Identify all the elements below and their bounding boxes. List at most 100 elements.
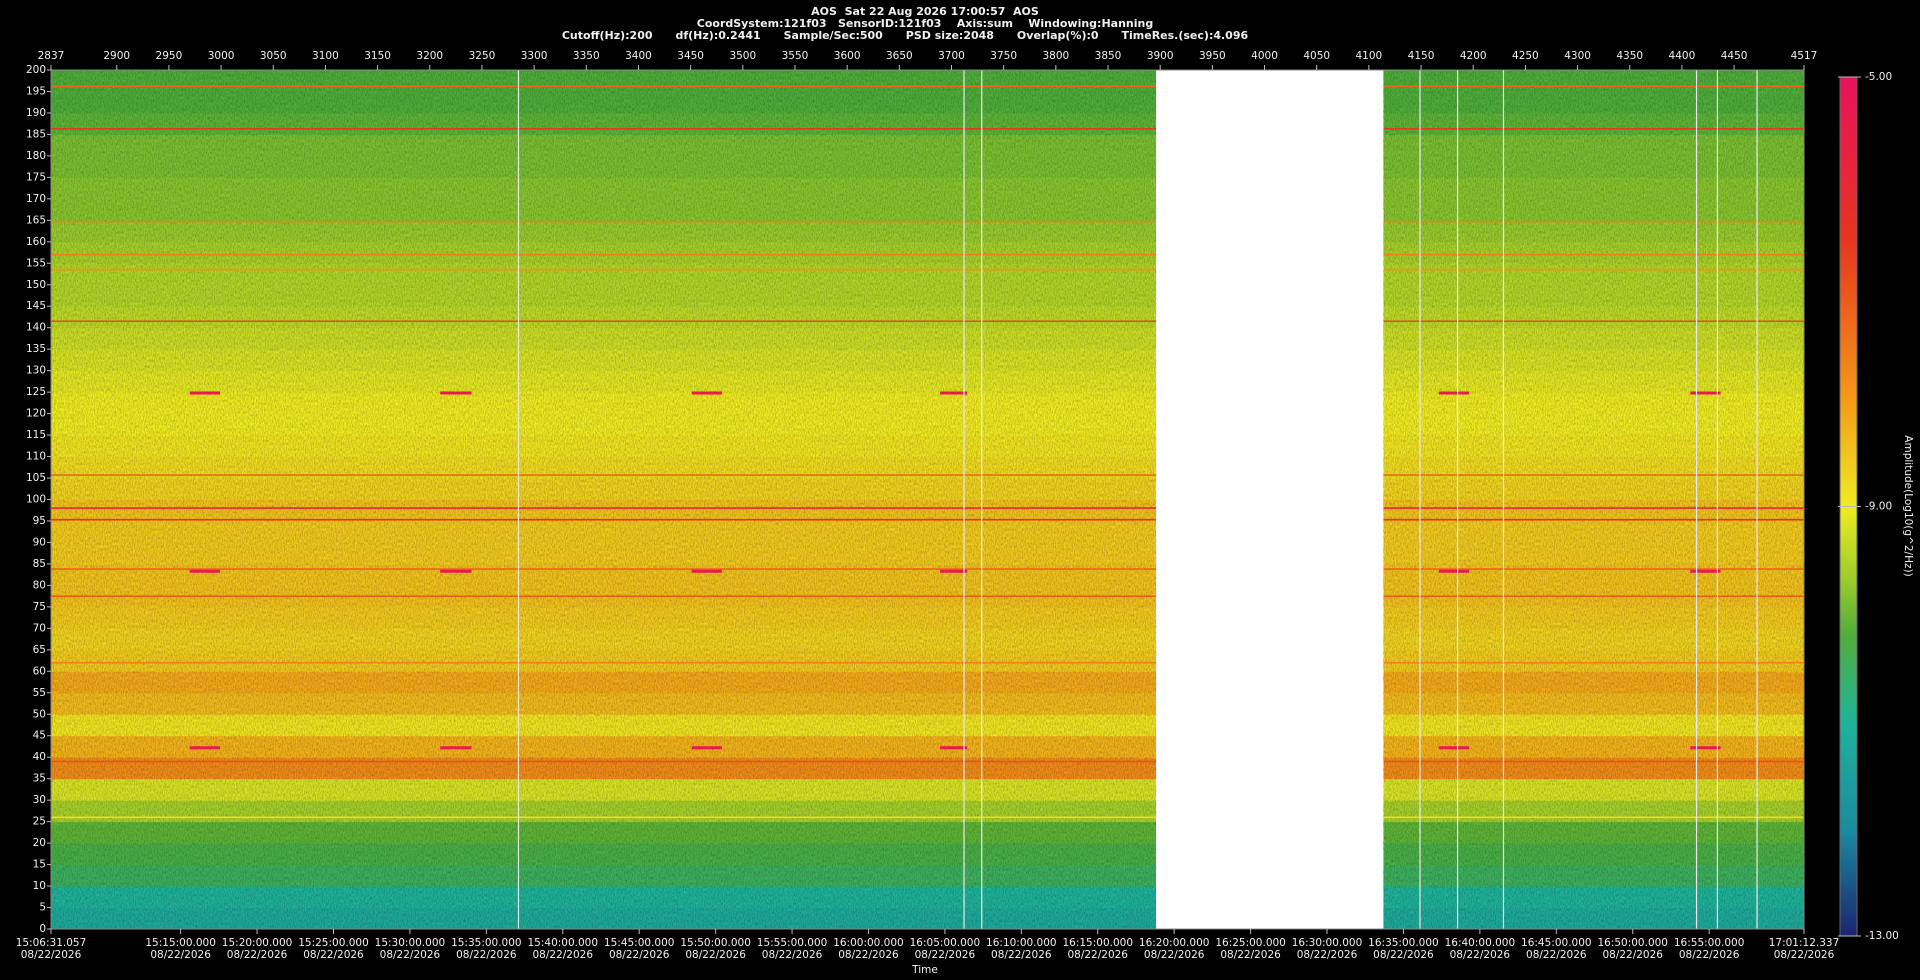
x-tick-label: 2837	[38, 50, 65, 62]
noise-texture	[51, 70, 1157, 929]
y-tick-label: 105	[26, 472, 46, 484]
y-tick-label: 20	[33, 837, 46, 849]
y-tick-label: 120	[26, 408, 46, 420]
y-tick-label: 40	[33, 751, 46, 763]
x-tick-label: 3150	[364, 50, 391, 62]
x2-tick-date: 08/22/2026	[1144, 949, 1205, 961]
x2-tick-date: 08/22/2026	[991, 949, 1052, 961]
noise-texture	[1383, 70, 1804, 929]
x2-tick-label: 16:20:00.000	[1139, 937, 1210, 949]
x-tick-label: 2900	[103, 50, 130, 62]
x2-tick-label: 15:45:00.000	[604, 937, 675, 949]
y-tick-label: 10	[33, 880, 46, 892]
x2-tick-date: 08/22/2026	[380, 949, 441, 961]
x2-tick-label: 15:15:00.000	[145, 937, 216, 949]
x2-tick-date: 08/22/2026	[227, 949, 288, 961]
x2-tick-date: 08/22/2026	[609, 949, 670, 961]
y-tick-label: 60	[33, 665, 46, 677]
x-tick-label: 4200	[1460, 50, 1487, 62]
x-tick-label: 3000	[208, 50, 235, 62]
plot-area	[51, 70, 1804, 930]
y-tick-label: 155	[26, 257, 46, 269]
x2-tick-label: 15:06:31.057	[16, 937, 87, 949]
x2-tick-date: 08/22/2026	[1602, 949, 1663, 961]
x-tick-label: 3250	[469, 50, 496, 62]
x2-tick-date: 08/22/2026	[1373, 949, 1434, 961]
x2-tick-label: 15:35:00.000	[451, 937, 522, 949]
x-tick-label: 3650	[886, 50, 913, 62]
y-tick-label: 100	[26, 494, 46, 506]
y-tick-label: 95	[33, 515, 46, 527]
x2-tick-date: 08/22/2026	[1220, 949, 1281, 961]
x2-tick-date: 08/22/2026	[838, 949, 899, 961]
y-tick-label: 45	[33, 730, 46, 742]
x2-tick-label: 15:40:00.000	[527, 937, 598, 949]
x2-tick-label: 15:20:00.000	[222, 937, 293, 949]
x2-tick-date: 08/22/2026	[762, 949, 823, 961]
x-tick-label: 4517	[1791, 50, 1818, 62]
y-tick-label: 85	[33, 558, 46, 570]
y-tick-label: 110	[26, 451, 46, 463]
x-tick-label: 4100	[1356, 50, 1383, 62]
x-tick-label: 3350	[573, 50, 600, 62]
x2-tick-date: 08/22/2026	[456, 949, 517, 961]
x2-tick-date: 08/22/2026	[303, 949, 364, 961]
y-tick-label: 35	[33, 773, 46, 785]
chart-subtitle: CoordSystem:121f03 SensorID:121f03 Axis:…	[697, 17, 1153, 30]
y-tick-label: 145	[26, 300, 46, 312]
x-tick-label: 3300	[521, 50, 548, 62]
y-tick-label: 195	[26, 85, 46, 97]
x-tick-label: 3500	[729, 50, 756, 62]
x2-tick-label: 16:00:00.000	[833, 937, 904, 949]
x-tick-label: 3750	[990, 50, 1017, 62]
y-tick-label: 200	[26, 64, 46, 76]
x-tick-label: 3550	[782, 50, 809, 62]
y-tick-label: 135	[26, 343, 46, 355]
x-tick-label: 4050	[1303, 50, 1330, 62]
y-tick-label: 125	[26, 386, 46, 398]
x2-tick-label: 16:55:00.000	[1674, 937, 1745, 949]
x2-tick-date: 08/22/2026	[1450, 949, 1511, 961]
y-tick-label: 160	[26, 236, 46, 248]
y-tick-label: 175	[26, 171, 46, 183]
y-tick-label: 130	[26, 365, 46, 377]
x-tick-label: 2950	[156, 50, 183, 62]
x2-tick-date: 08/22/2026	[1297, 949, 1358, 961]
x2-tick-label: 15:25:00.000	[298, 937, 369, 949]
x-tick-label: 3850	[1095, 50, 1122, 62]
x2-tick-date: 08/22/2026	[150, 949, 211, 961]
x2-tick-label: 17:01:12.337	[1769, 937, 1840, 949]
y-tick-label: 50	[33, 708, 46, 720]
chart-title: AOS Sat 22 Aug 2026 17:00:57 AOS	[811, 5, 1039, 18]
x2-tick-label: 16:50:00.000	[1597, 937, 1668, 949]
y-tick-label: 90	[33, 536, 46, 548]
y-tick-label: 70	[33, 622, 46, 634]
x-tick-label: 3600	[834, 50, 861, 62]
y-tick-label: 185	[26, 128, 46, 140]
x-tick-label: 3200	[416, 50, 443, 62]
y-tick-label: 165	[26, 214, 46, 226]
y-tick-label: 140	[26, 322, 46, 334]
colorbar-tick-label: -5.00	[1865, 71, 1892, 83]
colorbar-tick-label: -13.00	[1865, 930, 1899, 942]
y-tick-label: 180	[26, 150, 46, 162]
x2-tick-label: 15:50:00.000	[680, 937, 751, 949]
y-tick-label: 190	[26, 107, 46, 119]
x2-tick-date: 08/22/2026	[1526, 949, 1587, 961]
x-tick-label: 4150	[1408, 50, 1435, 62]
x-tick-label: 3450	[677, 50, 704, 62]
x2-tick-date: 08/22/2026	[1067, 949, 1128, 961]
x2-tick-date: 08/22/2026	[21, 949, 82, 961]
x-tick-label: 3100	[312, 50, 339, 62]
y-tick-label: 115	[26, 429, 46, 441]
y-tick-label: 170	[26, 193, 46, 205]
y-tick-label: 25	[33, 816, 46, 828]
x2-tick-label: 16:40:00.000	[1445, 937, 1516, 949]
x-tick-label: 3900	[1147, 50, 1174, 62]
x2-tick-date: 08/22/2026	[915, 949, 976, 961]
x-tick-label: 3800	[1042, 50, 1069, 62]
x-tick-label: 3950	[1199, 50, 1226, 62]
y-tick-label: 0	[39, 923, 46, 935]
x2-tick-date: 08/22/2026	[685, 949, 746, 961]
y-tick-label: 65	[33, 644, 46, 656]
